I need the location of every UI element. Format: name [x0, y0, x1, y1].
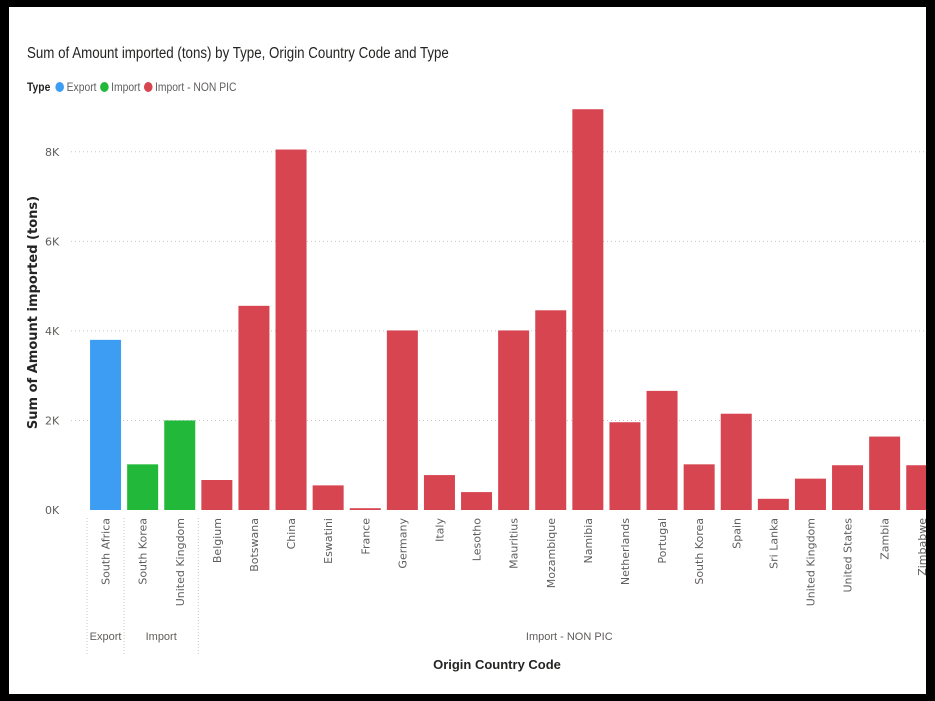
- x-tick-label: Namibia: [582, 518, 595, 564]
- bar: [794, 478, 826, 510]
- legend-item-export[interactable]: Export: [55, 80, 96, 94]
- x-tick-label: Spain: [730, 518, 743, 549]
- group-label: Import: [146, 631, 177, 643]
- chart-title: Sum of Amount imported (tons) by Type, O…: [27, 45, 449, 62]
- group-label: Import - NON PIC: [526, 631, 613, 643]
- legend-marker-import: [99, 82, 109, 92]
- legend-title: Type: [27, 80, 51, 94]
- bar: [535, 310, 567, 510]
- bar: [238, 305, 270, 510]
- x-tick-label: Mauritius: [508, 518, 521, 569]
- legend-marker-import-non-pic: [143, 82, 153, 92]
- chart-legend: Type Export Import Import - NON PIC: [27, 80, 240, 94]
- bar: [683, 464, 715, 510]
- bar-chart: 0K 2K 4K 6K 8K Sum of Amount imported (tons) S…: [26, 109, 926, 672]
- bar: [349, 508, 381, 510]
- bar: [609, 422, 641, 510]
- bar: [572, 109, 604, 510]
- legend-label-export: Export: [66, 80, 97, 94]
- bar: [164, 420, 196, 510]
- y-tick-label: 6K: [45, 235, 60, 248]
- bar: [757, 498, 789, 510]
- bar: [498, 330, 530, 510]
- x-tick-label: Sri Lanka: [767, 518, 780, 569]
- bar: [646, 390, 678, 510]
- x-tick-label: United Kingdom: [804, 518, 817, 606]
- y-tick-label: 2K: [45, 414, 60, 427]
- bar: [906, 465, 926, 510]
- x-tick-label: Mozambique: [545, 518, 558, 588]
- bar: [423, 475, 455, 510]
- x-tick-label: Zimbabwe: [916, 518, 926, 576]
- bar: [201, 479, 233, 510]
- x-tick-label: Italy: [433, 518, 446, 542]
- x-tick-label: South Africa: [100, 518, 113, 585]
- bar: [461, 492, 493, 510]
- legend-item-import-non-pic[interactable]: Import - NON PIC: [143, 80, 237, 94]
- group-label: Export: [90, 631, 122, 643]
- x-tick-label: Portugal: [656, 518, 669, 564]
- x-tick-label: Eswatini: [322, 518, 335, 564]
- legend-label-import: Import: [111, 80, 141, 94]
- x-tick-label: China: [285, 518, 298, 549]
- x-tick-label: South Korea: [693, 518, 706, 585]
- bar: [386, 330, 418, 510]
- bar: [127, 464, 159, 510]
- y-tick-label: 4K: [45, 325, 60, 338]
- x-tick-label: Lesotho: [471, 518, 484, 561]
- x-tick-label: Zambia: [879, 518, 892, 560]
- x-tick-label: Netherlands: [619, 518, 632, 585]
- legend-label-import-non-pic: Import - NON PIC: [154, 80, 237, 94]
- x-tick-label: France: [359, 518, 372, 555]
- bar: [90, 339, 122, 510]
- y-axis-title: Sum of Amount imported (tons): [26, 196, 41, 429]
- bar: [869, 436, 901, 510]
- bar: [312, 485, 344, 510]
- x-tick-label: United Kingdom: [174, 518, 187, 606]
- x-tick-label: United States: [842, 518, 855, 593]
- y-tick-label: 8K: [45, 146, 60, 159]
- x-axis-title: Origin Country Code: [433, 657, 561, 672]
- x-tick-label: Belgium: [211, 518, 224, 563]
- x-tick-label: Germany: [396, 518, 409, 569]
- bar: [832, 465, 864, 510]
- x-tick-label: South Korea: [137, 518, 150, 585]
- bar: [720, 413, 752, 510]
- legend-marker-export: [55, 82, 65, 92]
- y-tick-label: 0K: [45, 504, 60, 517]
- bar: [275, 149, 307, 511]
- legend-item-import[interactable]: Import: [99, 80, 141, 94]
- chart-frame: Sum of Amount imported (tons) by Type, O…: [9, 7, 926, 694]
- x-tick-label: Botswana: [248, 518, 261, 572]
